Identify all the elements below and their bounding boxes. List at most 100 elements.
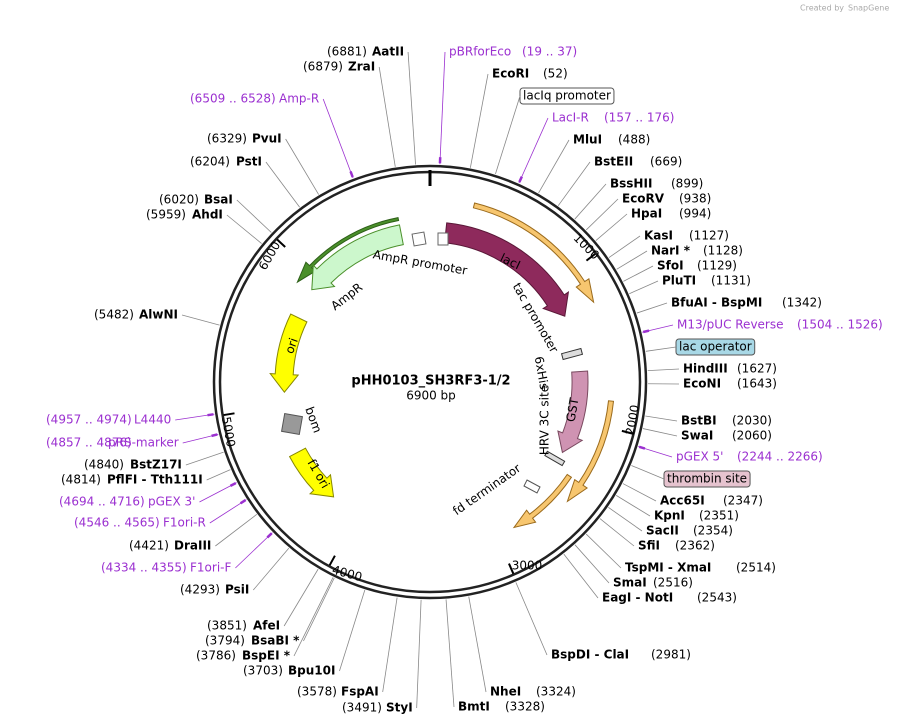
f1ori-arrow <box>288 447 335 498</box>
enzyme-name: NarI * <box>651 244 691 258</box>
leader-line <box>293 577 334 657</box>
enzyme-name: PvuI <box>252 132 282 146</box>
promoter-box <box>411 231 427 247</box>
leader-line <box>339 589 366 672</box>
enzyme-name: SfiI <box>638 539 660 553</box>
enzyme-name: BstEII <box>594 155 633 169</box>
primer-tick <box>349 171 354 178</box>
enzyme-position: (2347) <box>723 494 763 508</box>
ruler-label: 6000 <box>256 239 283 272</box>
enzyme-name: BsaI <box>204 193 233 207</box>
ring-outer <box>212 164 648 600</box>
enzyme-name: SmaI <box>613 576 647 590</box>
enzyme-name: BfuAI - BspMI <box>671 296 762 310</box>
leader-line <box>616 250 648 270</box>
leader-line <box>645 415 678 422</box>
primer-name: pGEX 3' <box>148 495 195 509</box>
leader-line <box>585 533 622 569</box>
orange-arc <box>566 400 615 503</box>
ruler-label: 3000 <box>512 559 543 573</box>
enzyme-name: EcoRV <box>622 192 665 206</box>
leader-line <box>206 469 231 481</box>
primer-tick <box>211 433 218 438</box>
ruler-label: 5000 <box>219 416 238 449</box>
ruler-tick <box>621 429 633 435</box>
primer-tick <box>518 176 523 183</box>
ampr-outer-arc <box>296 217 400 284</box>
leader-line <box>645 346 677 352</box>
ruler-tick <box>585 253 596 262</box>
leader-line <box>226 214 262 244</box>
enzyme-name: ZraI <box>348 60 375 74</box>
enzyme-name: BmtI <box>458 700 490 714</box>
primer-range: (1504 .. 1526) <box>797 318 883 332</box>
leader-line <box>439 51 446 165</box>
enzyme-position: (3491) <box>342 701 382 715</box>
enzyme-name: HindIII <box>683 362 728 376</box>
enzyme-position: (3794) <box>205 634 245 648</box>
enzyme-position: (52) <box>543 67 568 81</box>
leader-line <box>469 73 489 168</box>
enzyme-name: PluTI <box>662 274 696 288</box>
enzyme-position: (3786) <box>196 649 236 663</box>
ruler-tick <box>328 555 336 566</box>
enzyme-position: (6329) <box>207 132 247 146</box>
plasmid-title: pHH0103_SH3RF3-1/2 <box>351 374 510 389</box>
enzyme-name: AatII <box>372 45 404 59</box>
enzyme-name: EcoNI <box>683 377 721 391</box>
leader-line <box>185 451 224 466</box>
feature-label: bom <box>302 405 324 435</box>
enzyme-position: (2516) <box>653 576 693 590</box>
enzyme-position: (6879) <box>303 60 343 74</box>
enzyme-position: (1342) <box>782 296 822 310</box>
enzyme-position: (4814) <box>61 473 101 487</box>
fd-terminator <box>523 479 541 494</box>
primer-name: pGEX 5' <box>676 450 723 464</box>
enzyme-name: SacII <box>646 524 679 538</box>
promoter-box <box>437 232 449 246</box>
feature-label: ori <box>282 336 300 355</box>
leader-line <box>615 495 651 517</box>
primer-tick <box>642 329 650 334</box>
feature-label: 6xHis <box>532 355 552 390</box>
enzyme-name: BssHII <box>610 177 652 191</box>
ampr-arrow <box>311 224 404 291</box>
enzyme-name: NheI <box>490 685 521 699</box>
enzyme-name: StyI <box>386 701 413 715</box>
enzyme-name: Acc65I <box>660 494 705 508</box>
ruler-label: 2000 <box>623 404 642 437</box>
his-tag <box>560 347 584 361</box>
leader-line <box>407 51 416 165</box>
enzyme-name: DraIII <box>174 539 211 553</box>
leader-line <box>416 599 422 709</box>
leader-line <box>595 213 628 241</box>
primer-name: F1ori-R <box>163 516 206 530</box>
leader-line <box>303 577 335 642</box>
enzyme-name: BstZ17I <box>130 458 182 472</box>
enzyme-name: PflFI - Tth111I <box>107 473 203 487</box>
leader-line <box>209 499 247 524</box>
leader-line <box>631 465 665 480</box>
primer-range: (4857 .. 4876) <box>46 436 132 450</box>
primer-tick <box>229 482 237 487</box>
primer-tick <box>266 532 273 539</box>
enzyme-position: (4293) <box>180 583 220 597</box>
enzyme-name: KasI <box>644 229 673 243</box>
brand-product: SnapGene <box>848 4 889 13</box>
orange-arc <box>512 473 573 529</box>
ruler-label: 1000 <box>571 231 602 262</box>
leader-line <box>283 568 319 627</box>
leader-line <box>382 597 398 693</box>
enzyme-position: (1127) <box>689 229 729 243</box>
primer-range: (6509 .. 6528) <box>190 92 276 106</box>
ori-arrow <box>269 313 308 394</box>
enzyme-name: PstI <box>236 155 262 169</box>
enzyme-name: EagI - NotI <box>602 591 673 605</box>
enzyme-name: SwaI <box>681 429 713 443</box>
enzyme-position: (4840) <box>84 458 124 472</box>
enzyme-position: (3703) <box>243 664 283 678</box>
primer-name: Amp-R <box>279 92 319 106</box>
ruler-tick <box>276 238 286 248</box>
brand-prefix: Created by <box>800 4 844 13</box>
